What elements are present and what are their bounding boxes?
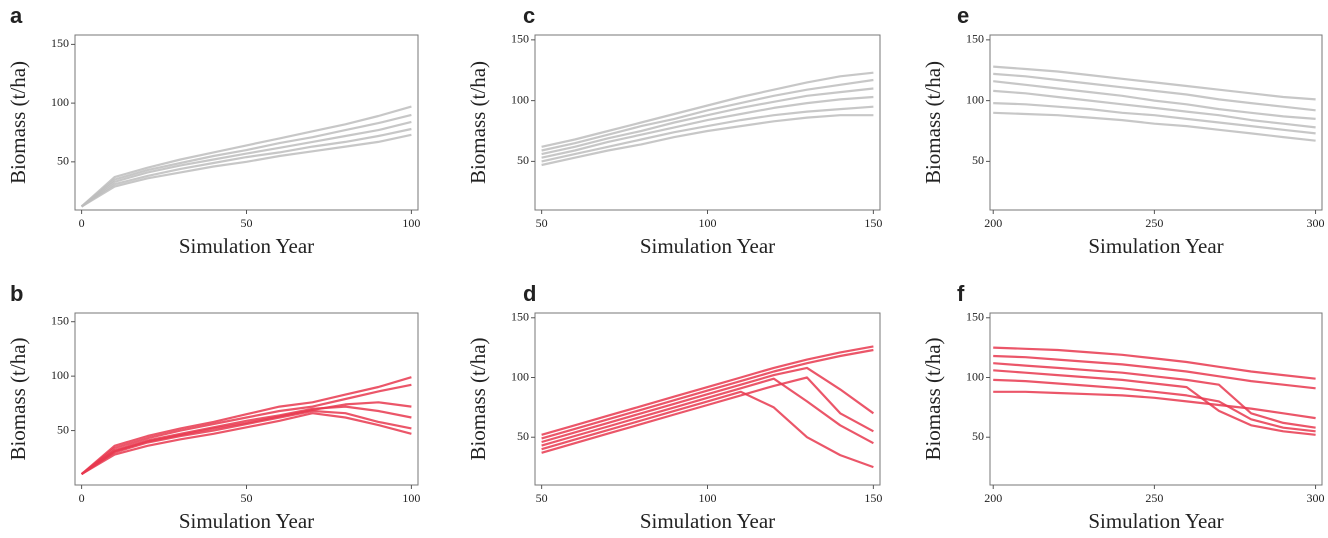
y-tick-label: 50 bbox=[972, 429, 984, 443]
x-axis-label: Simulation Year bbox=[179, 509, 314, 533]
x-tick-label: 50 bbox=[241, 216, 253, 230]
plot-frame bbox=[534, 34, 881, 211]
sim-line bbox=[993, 369, 1316, 436]
y-axis-label: Biomass (t/ha) bbox=[6, 337, 30, 460]
x-axis-label: Simulation Year bbox=[640, 234, 775, 258]
y-tick-label: 150 bbox=[511, 310, 529, 324]
x-tick-label: 150 bbox=[864, 216, 882, 230]
sim-line bbox=[80, 401, 412, 476]
sim-line bbox=[80, 105, 412, 208]
y-tick-label: 50 bbox=[57, 154, 69, 168]
sim-line bbox=[80, 376, 412, 475]
y-axis-label: Biomass (t/ha) bbox=[6, 61, 30, 184]
sim-line bbox=[80, 127, 412, 208]
y-tick-label: 150 bbox=[51, 36, 69, 50]
sim-line bbox=[541, 105, 874, 163]
sim-line bbox=[81, 412, 412, 476]
x-axis-label: Simulation Year bbox=[640, 509, 775, 533]
x-axis-label: Simulation Year bbox=[1088, 234, 1223, 258]
sim-line bbox=[993, 354, 1316, 390]
panel-letter: e bbox=[957, 3, 969, 28]
y-axis-label: Biomass (t/ha) bbox=[466, 61, 490, 184]
y-tick-label: 50 bbox=[57, 422, 69, 436]
panel-letter: a bbox=[10, 3, 23, 28]
x-tick-label: 100 bbox=[699, 491, 717, 505]
y-axis-label: Biomass (t/ha) bbox=[466, 337, 490, 460]
panel-letter: d bbox=[523, 281, 536, 306]
sim-line bbox=[993, 65, 1316, 101]
sim-line bbox=[541, 71, 874, 148]
y-tick-label: 150 bbox=[966, 310, 984, 324]
y-tick-label: 100 bbox=[966, 369, 984, 383]
y-tick-label: 150 bbox=[51, 313, 69, 327]
x-tick-label: 50 bbox=[536, 216, 548, 230]
panel-letter: f bbox=[957, 281, 965, 306]
panel-letter: c bbox=[523, 3, 535, 28]
sim-line bbox=[541, 95, 874, 159]
sim-line bbox=[993, 102, 1316, 135]
sim-line bbox=[541, 376, 874, 454]
sim-line bbox=[993, 346, 1316, 380]
x-tick-label: 250 bbox=[1145, 491, 1163, 505]
x-tick-label: 100 bbox=[402, 491, 420, 505]
y-tick-label: 50 bbox=[972, 153, 984, 167]
sim-line bbox=[80, 120, 412, 208]
x-axis-label: Simulation Year bbox=[179, 234, 314, 258]
y-tick-label: 50 bbox=[517, 153, 529, 167]
y-tick-label: 100 bbox=[511, 369, 529, 383]
sim-line bbox=[541, 87, 874, 156]
sim-line bbox=[993, 89, 1316, 129]
plot-frame bbox=[74, 312, 419, 486]
sim-line bbox=[541, 78, 874, 152]
plot-frame bbox=[989, 312, 1323, 486]
x-tick-label: 150 bbox=[864, 491, 882, 505]
sim-line bbox=[993, 111, 1316, 142]
y-tick-label: 100 bbox=[51, 95, 69, 109]
y-tick-label: 150 bbox=[511, 32, 529, 46]
sim-line bbox=[541, 114, 874, 167]
x-tick-label: 200 bbox=[984, 491, 1002, 505]
sim-line bbox=[80, 383, 412, 475]
sim-line bbox=[993, 80, 1316, 120]
x-tick-label: 100 bbox=[699, 216, 717, 230]
sim-line bbox=[993, 362, 1316, 429]
sim-line bbox=[993, 378, 1316, 433]
y-tick-label: 150 bbox=[966, 32, 984, 46]
plot-frame bbox=[989, 34, 1323, 211]
x-axis-label: Simulation Year bbox=[1088, 509, 1223, 533]
y-axis-label: Biomass (t/ha) bbox=[921, 61, 945, 184]
panel-letter: b bbox=[10, 281, 23, 306]
x-tick-label: 100 bbox=[402, 216, 420, 230]
x-tick-label: 50 bbox=[241, 491, 253, 505]
y-axis-label: Biomass (t/ha) bbox=[921, 337, 945, 460]
sim-line bbox=[541, 345, 874, 436]
x-tick-label: 50 bbox=[536, 491, 548, 505]
x-tick-label: 300 bbox=[1307, 491, 1325, 505]
y-tick-label: 100 bbox=[966, 92, 984, 106]
x-tick-label: 0 bbox=[79, 216, 85, 230]
sim-line bbox=[80, 113, 412, 208]
sim-line bbox=[81, 133, 412, 208]
sim-line bbox=[541, 366, 875, 444]
x-tick-label: 250 bbox=[1145, 216, 1163, 230]
sim-line bbox=[541, 348, 874, 440]
sim-line bbox=[541, 377, 874, 447]
x-tick-label: 0 bbox=[79, 491, 85, 505]
y-tick-label: 50 bbox=[517, 429, 529, 443]
x-tick-label: 200 bbox=[984, 216, 1002, 230]
sim-line bbox=[993, 390, 1316, 420]
sim-line bbox=[993, 72, 1316, 112]
x-tick-label: 300 bbox=[1307, 216, 1325, 230]
y-tick-label: 100 bbox=[51, 368, 69, 382]
sim-line bbox=[541, 390, 874, 469]
y-tick-label: 100 bbox=[511, 92, 529, 106]
